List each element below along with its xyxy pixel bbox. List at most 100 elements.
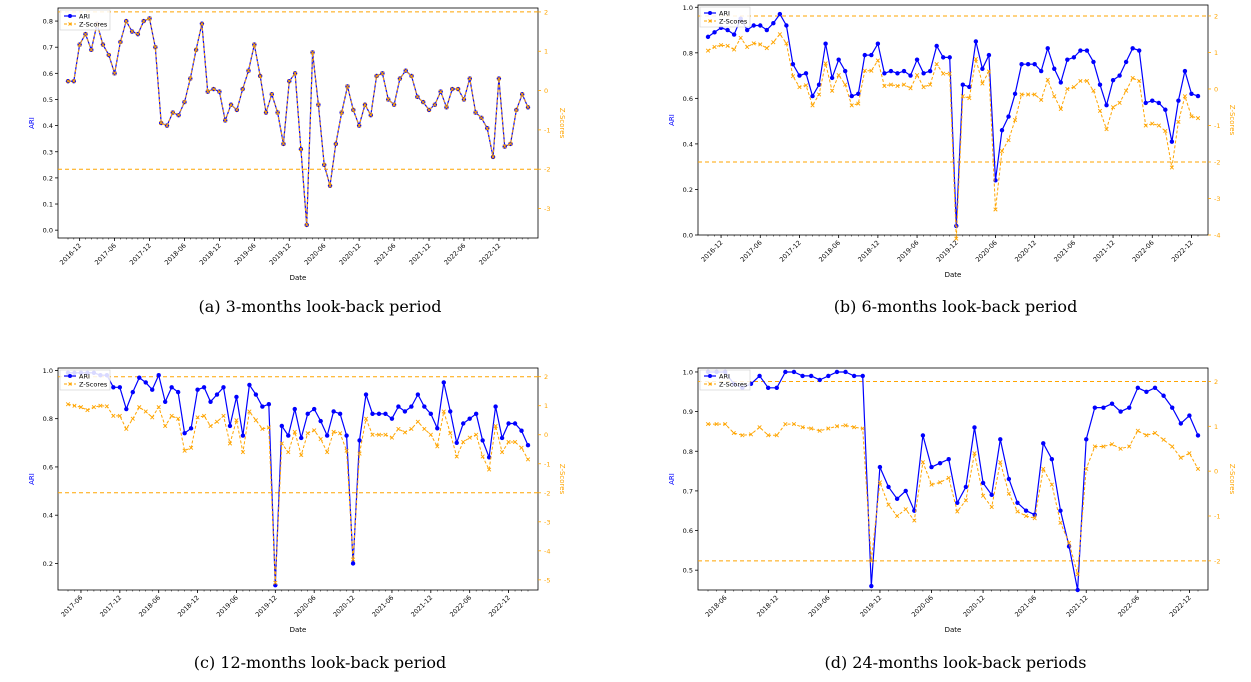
legend-ari-marker — [68, 374, 72, 378]
zscore-point — [479, 115, 484, 120]
zscore-point — [928, 82, 933, 87]
zscore-point — [397, 76, 403, 81]
zscore-marker-stroke — [286, 450, 291, 455]
zscore-point — [766, 433, 771, 438]
ari-point — [130, 389, 135, 395]
ari-point — [214, 392, 220, 397]
ari-point — [182, 430, 187, 436]
ari-point — [1143, 100, 1148, 106]
zscore-marker-stroke — [89, 47, 94, 52]
zscore-marker-stroke — [1161, 437, 1166, 442]
plot-frame — [697, 367, 1209, 591]
zscore-point — [135, 32, 140, 37]
zscore-point — [1032, 92, 1037, 97]
zscore-marker-stroke — [836, 72, 841, 78]
zscore-marker-stroke — [1045, 77, 1050, 82]
y2-tick-label: 1 — [544, 402, 548, 410]
ari-point — [810, 93, 815, 99]
ari-point — [324, 433, 330, 438]
zscore-marker-stroke — [740, 433, 745, 438]
ari-point — [240, 433, 246, 438]
x-tick-label: 2021-12 — [409, 594, 434, 619]
zscore-point — [65, 79, 71, 84]
zscore-point — [480, 454, 485, 459]
zscore-marker-stroke — [182, 448, 187, 453]
zscore-point — [1092, 444, 1097, 449]
zscore-marker-stroke — [130, 416, 135, 421]
zscore-marker-stroke — [1097, 108, 1103, 113]
ari-point — [849, 93, 854, 99]
y2-tick-label: 1 — [544, 48, 548, 56]
zscore-marker-stroke — [266, 425, 271, 430]
ari-point — [800, 373, 805, 379]
ari-point — [337, 411, 343, 417]
zscore-point — [227, 441, 233, 446]
zscore-point — [473, 110, 478, 115]
zscore-point — [929, 482, 934, 487]
zscore-marker-stroke — [817, 428, 822, 433]
ari-point — [843, 68, 848, 74]
zscore-point — [193, 47, 199, 52]
zscore-marker-stroke — [1058, 520, 1063, 525]
zscore-point — [757, 425, 762, 430]
y-tick-label: 0.6 — [43, 463, 53, 471]
zscore-marker-stroke — [435, 444, 440, 449]
zscore-marker-stroke — [895, 83, 900, 89]
ari-point — [448, 409, 453, 414]
ari-point — [1052, 66, 1057, 71]
zscore-point — [1006, 491, 1011, 496]
zscore-marker-stroke — [380, 71, 385, 76]
zscore-point — [368, 113, 373, 118]
zscore-point — [921, 85, 926, 90]
ari-point — [764, 27, 769, 33]
zscore-marker-stroke — [409, 73, 414, 79]
zscore-marker-stroke — [260, 426, 265, 432]
zscore-point — [129, 29, 135, 34]
zscore-marker-stroke — [299, 452, 304, 458]
zscore-point — [520, 92, 525, 97]
zscore-point — [1182, 94, 1188, 99]
ari-point — [1092, 405, 1098, 410]
zscore-marker-stroke — [71, 79, 76, 84]
x-tick-label: 2021-06 — [373, 242, 398, 267]
ari-point — [1156, 100, 1161, 106]
zscore-marker-stroke — [137, 405, 142, 410]
ari-point — [757, 373, 762, 379]
zscore-point — [1058, 520, 1063, 525]
zscore-marker-stroke — [240, 450, 246, 455]
x-tick-label: 2017-06 — [60, 594, 85, 619]
y-tick-label: 0.1 — [43, 201, 53, 209]
ari-point — [1025, 62, 1031, 67]
ari-point — [1152, 385, 1158, 391]
zscore-point — [362, 102, 368, 107]
zscore-marker-stroke — [705, 48, 711, 53]
zscore-marker-stroke — [1006, 137, 1011, 143]
zscore-marker-stroke — [1130, 75, 1135, 81]
zscore-marker-stroke — [304, 222, 309, 228]
zscore-point — [1109, 442, 1115, 447]
x-tick-label: 2016-12 — [700, 239, 725, 264]
zscore-point — [141, 18, 146, 24]
chart-a-svg: 0.0 0.1 0.2 0.3 0.4 0.5 0.6 0.7 0.8 -3 -2 -1 0 1 2 2016… — [28, 7, 566, 282]
zscore-marker-stroke — [100, 42, 106, 47]
zscore-point — [83, 32, 88, 37]
ari-point — [486, 455, 492, 460]
zscore-marker-stroke — [506, 439, 511, 445]
y2-tick-label: 0 — [1214, 468, 1218, 476]
ari-point — [875, 41, 881, 46]
zscore-point — [65, 402, 71, 407]
zscore-marker-stroke — [748, 432, 754, 437]
ari-point — [1019, 62, 1024, 67]
zscore-marker-stroke — [520, 92, 525, 97]
y-axis-label: ARI — [28, 117, 36, 129]
zscore-marker-stroke — [150, 415, 155, 420]
zscore-point — [304, 222, 309, 228]
ari-point — [1176, 98, 1181, 103]
chart-c-svg: 0.2 0.4 0.6 0.8 1.0 -5 -4 -3 -2 -1 0 1 2 2017-06 2017-… — [28, 367, 566, 634]
ari-point — [851, 373, 857, 379]
zscore-point — [117, 413, 122, 419]
ari-point — [1065, 57, 1070, 62]
y-tick-label: 0.4 — [43, 512, 53, 520]
zscore-marker-stroke — [331, 429, 336, 434]
